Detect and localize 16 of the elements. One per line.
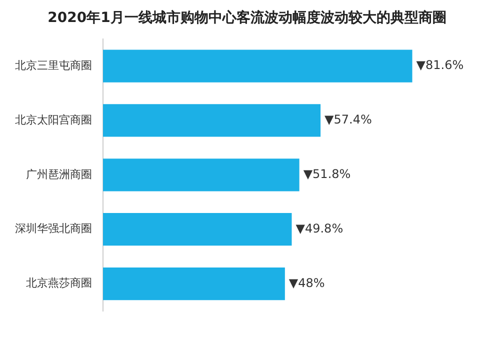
data-label: ▼81.6% (416, 58, 464, 72)
chart-title: 2020年1月一线城市购物中心客流波动幅度波动较大的典型商圈 (48, 9, 446, 26)
data-label: ▼48% (288, 276, 325, 290)
y-tick-label: 深圳华强北商圈 (15, 222, 92, 236)
bar (103, 267, 285, 300)
data-label: ▼57.4% (324, 112, 372, 127)
y-tick-label: 北京三里屯商圈 (15, 58, 92, 72)
bar (103, 158, 300, 192)
y-tick-label: 广州琶洲商圈 (26, 168, 92, 181)
data-label: ▼49.8% (296, 221, 344, 236)
bar (103, 104, 321, 137)
bar (103, 50, 412, 82)
y-tick-label: 北京燕莎商圈 (26, 276, 92, 290)
y-tick-label: 北京太阳宫商圈 (15, 113, 92, 126)
bar (103, 213, 292, 246)
data-label: ▼51.8% (303, 167, 351, 182)
